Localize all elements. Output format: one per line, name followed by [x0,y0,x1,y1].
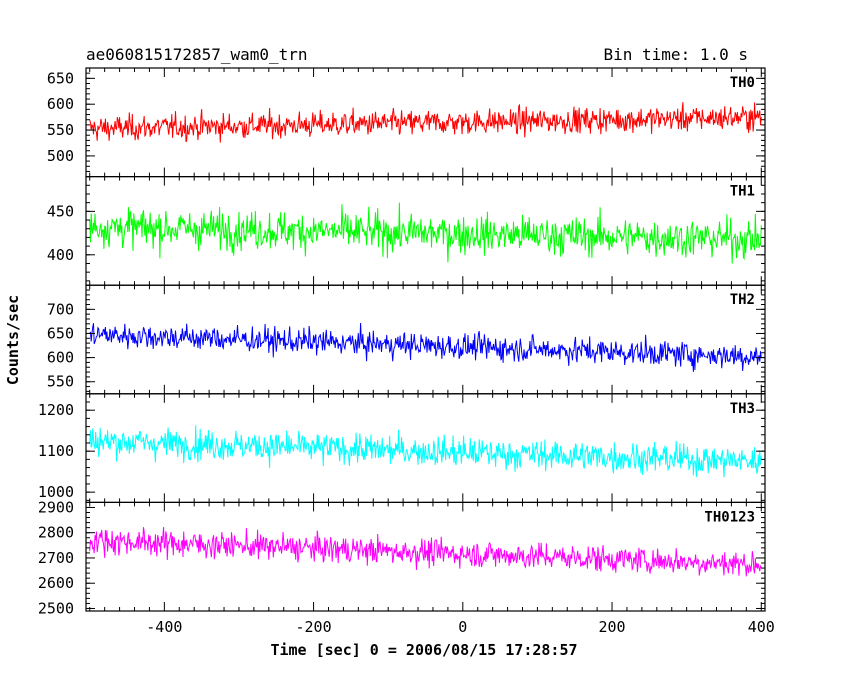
y-tick-label: 2800 [38,524,74,542]
series-line-th1 [89,202,762,264]
y-tick-label: 600 [47,95,74,113]
series-line-th2 [89,322,762,372]
y-tick-label: 2900 [38,498,74,516]
y-tick-label: 2500 [38,599,74,617]
y-tick-label: 600 [47,349,74,367]
x-tick-label: -400 [146,618,182,636]
panel-label-th0123: TH0123 [704,509,755,525]
x-tick-label: 200 [598,618,625,636]
y-tick-label: 650 [47,324,74,342]
y-tick-label: 450 [47,202,74,220]
x-tick-label: 400 [748,618,775,636]
x-axis-label: Time [sec] 0 = 2006/08/15 17:28:57 [270,641,577,659]
panel-label-th3: TH3 [730,401,755,417]
y-tick-label: 400 [47,246,74,264]
series-line-th0 [89,102,762,143]
panel-frame [85,67,766,178]
y-axis-label: Counts/sec [4,295,22,385]
y-tick-label: 1000 [38,483,74,501]
y-tick-label: 500 [47,147,74,165]
chart-title: ae060815172857_wam0_trn [86,45,308,64]
series-line-th3 [89,425,762,478]
x-tick-label: -200 [296,618,332,636]
y-tick-label: 700 [47,300,74,318]
panel-frame [85,501,766,612]
y-tick-label: 1100 [38,442,74,460]
y-tick-label: 650 [47,69,74,87]
panel-label-th1: TH1 [730,184,755,200]
bin-time-label: Bin time: 1.0 s [604,45,749,64]
y-tick-label: 550 [47,121,74,139]
panels-group: 500 550 600 650 TH0 400 450 TH1 550 600 650 700 TH2 1… [38,67,775,636]
series-line-th0123 [89,526,762,577]
y-tick-label: 2600 [38,574,74,592]
panel-label-th2: TH2 [730,292,755,308]
y-tick-label: 550 [47,373,74,391]
x-tick-label: 0 [458,618,467,636]
y-tick-label: 2700 [38,549,74,567]
panel-label-th0: TH0 [730,75,755,91]
y-tick-label: 1200 [38,401,74,419]
